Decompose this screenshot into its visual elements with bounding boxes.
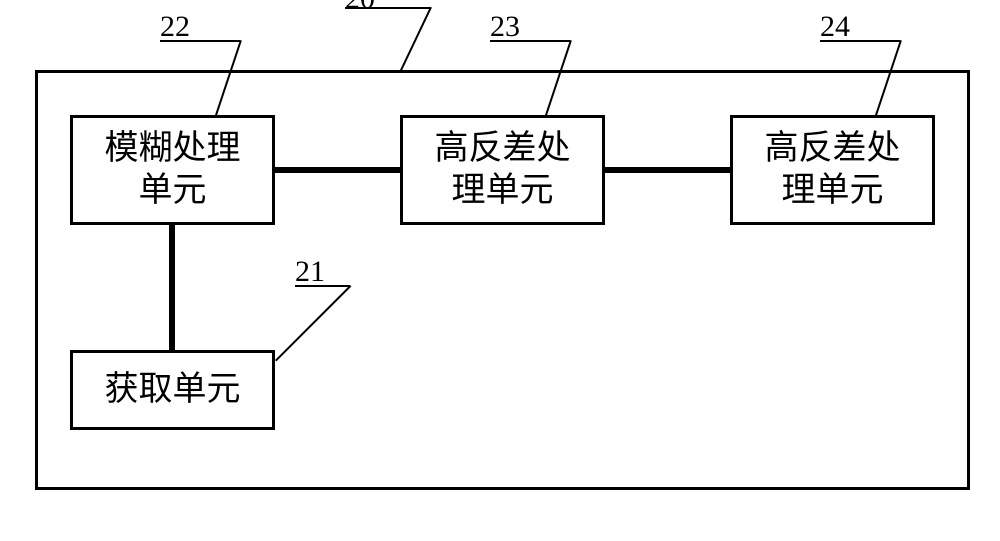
edge-22-23: [275, 167, 400, 173]
node-24: 高反差处 理单元: [730, 115, 935, 225]
label-22: 22: [160, 10, 190, 44]
edge-22-21: [169, 225, 175, 350]
label-21: 21: [295, 255, 325, 289]
node-21-label: 获取单元: [105, 369, 241, 412]
node-23-label: 高反差处 理单元: [435, 128, 571, 213]
label-23: 23: [490, 10, 520, 44]
node-23: 高反差处 理单元: [400, 115, 605, 225]
leader-20-v: [400, 7, 432, 71]
node-24-label: 高反差处 理单元: [765, 128, 901, 213]
label-24: 24: [820, 10, 850, 44]
label-20: 20: [345, 0, 375, 16]
node-22-label: 模糊处理 单元: [105, 128, 241, 213]
node-21: 获取单元: [70, 350, 275, 430]
node-22: 模糊处理 单元: [70, 115, 275, 225]
diagram-canvas: 模糊处理 单元 高反差处 理单元 高反差处 理单元 获取单元 22 23 24 …: [0, 0, 1000, 541]
edge-23-24: [605, 167, 730, 173]
